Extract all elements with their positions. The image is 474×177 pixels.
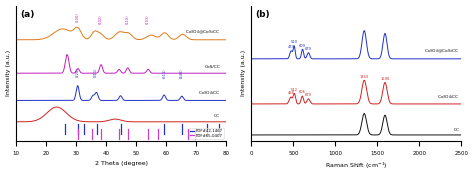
Legend: PDF#42-1467, PDF#65-0407: PDF#42-1467, PDF#65-0407 <box>189 128 224 139</box>
Text: 473: 473 <box>288 45 294 49</box>
Text: Co$_3$O$_4$/CC: Co$_3$O$_4$/CC <box>198 89 220 96</box>
Text: 679: 679 <box>305 93 312 97</box>
Text: (b): (b) <box>255 10 270 19</box>
Text: (a): (a) <box>20 10 35 19</box>
Text: Co$_3$O$_4$@CoS/CC: Co$_3$O$_4$@CoS/CC <box>185 29 220 36</box>
Text: 1590: 1590 <box>380 77 390 81</box>
Text: 510: 510 <box>291 40 298 44</box>
Text: (110): (110) <box>126 14 130 24</box>
Text: CoS/CC: CoS/CC <box>204 65 220 69</box>
X-axis label: 2 Theta (degree): 2 Theta (degree) <box>95 161 148 166</box>
Text: CC: CC <box>214 114 220 118</box>
Text: Co$_3$O$_4$@CoS/CC: Co$_3$O$_4$@CoS/CC <box>424 48 460 55</box>
Text: 606: 606 <box>299 90 306 94</box>
Text: (102): (102) <box>99 14 103 24</box>
X-axis label: Raman Shift (cm$^{-1}$): Raman Shift (cm$^{-1}$) <box>325 161 388 172</box>
Text: (311): (311) <box>94 67 98 77</box>
Text: 468: 468 <box>287 91 294 95</box>
Text: (511): (511) <box>163 69 167 78</box>
Text: (220): (220) <box>76 67 80 77</box>
Y-axis label: Intensity (a.u.): Intensity (a.u.) <box>6 50 10 96</box>
Text: 679: 679 <box>305 47 312 51</box>
Text: (103): (103) <box>146 14 150 24</box>
Text: (440): (440) <box>180 69 184 78</box>
Text: 512: 512 <box>291 88 298 92</box>
Text: 609: 609 <box>299 44 306 48</box>
Text: CC: CC <box>454 128 460 132</box>
Text: (100): (100) <box>76 13 80 22</box>
Y-axis label: Intensity (a.u.): Intensity (a.u.) <box>241 50 246 96</box>
Text: Co$_3$O$_4$/CC: Co$_3$O$_4$/CC <box>437 93 460 101</box>
Text: 1343: 1343 <box>360 75 369 79</box>
